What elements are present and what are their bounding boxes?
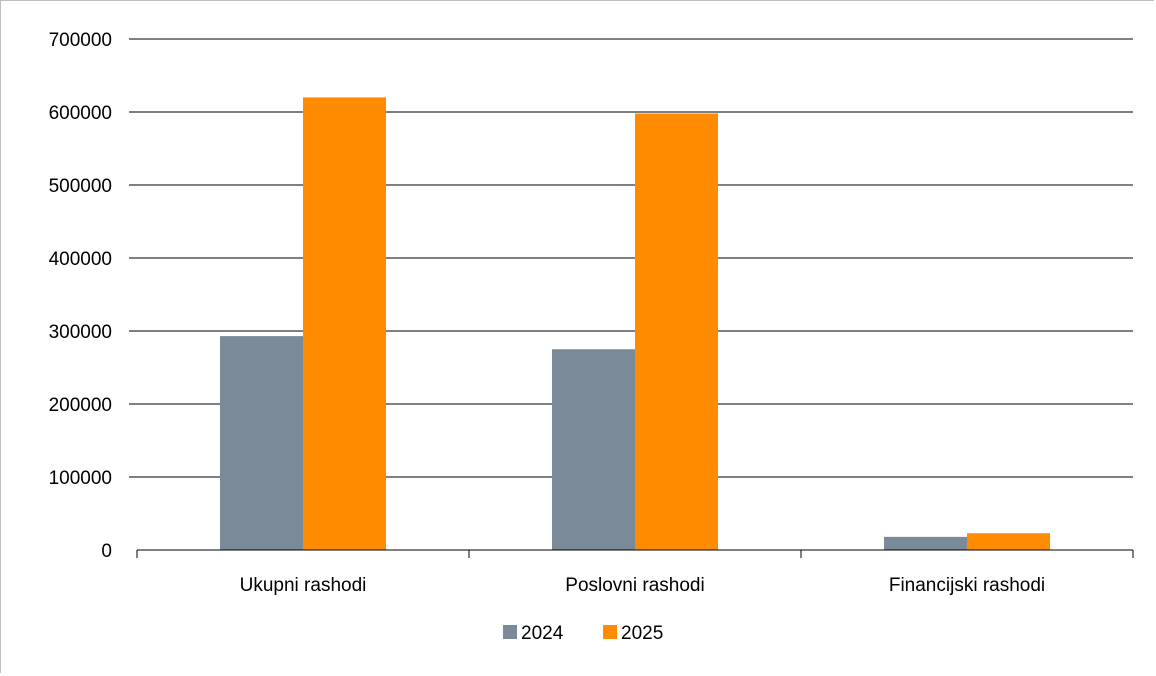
y-tick-label: 300000 (49, 322, 112, 343)
bar-2025-ukupni-rashodi (303, 97, 386, 551)
y-tick-label: 400000 (49, 249, 112, 270)
legend-label-2025: 2025 (621, 623, 663, 644)
y-tick-label: 700000 (49, 30, 112, 51)
legend-label-2024: 2024 (521, 623, 564, 644)
bar-2025-financijski-rashodi (967, 533, 1050, 550)
bar-2024-ukupni-rashodi (220, 336, 303, 550)
x-axis-labels: Ukupni rashodi Poslovni rashodi Financijsk… (240, 575, 1046, 596)
legend-swatch-2024 (503, 625, 517, 639)
y-tick-label: 200000 (49, 395, 112, 416)
x-axis (136, 549, 1134, 558)
bars (220, 97, 1050, 551)
legend: 2024 2025 (503, 623, 663, 644)
y-tick-label: 0 (101, 541, 112, 562)
bar-2025-poslovni-rashodi (635, 113, 718, 551)
x-category-label: Poslovni rashodi (565, 575, 704, 596)
y-axis-ticks: 0 100000 200000 300000 400000 500000 600000 700… (49, 30, 112, 562)
bar-2024-poslovni-rashodi (552, 349, 635, 550)
legend-swatch-2025 (603, 625, 617, 639)
bar-2024-financijski-rashodi (884, 536, 967, 550)
y-tick-label: 500000 (49, 176, 112, 197)
y-tick-label: 100000 (49, 468, 112, 489)
y-tick-label: 600000 (49, 103, 112, 124)
x-category-label: Financijski rashodi (889, 575, 1045, 596)
x-category-label: Ukupni rashodi (240, 575, 367, 596)
